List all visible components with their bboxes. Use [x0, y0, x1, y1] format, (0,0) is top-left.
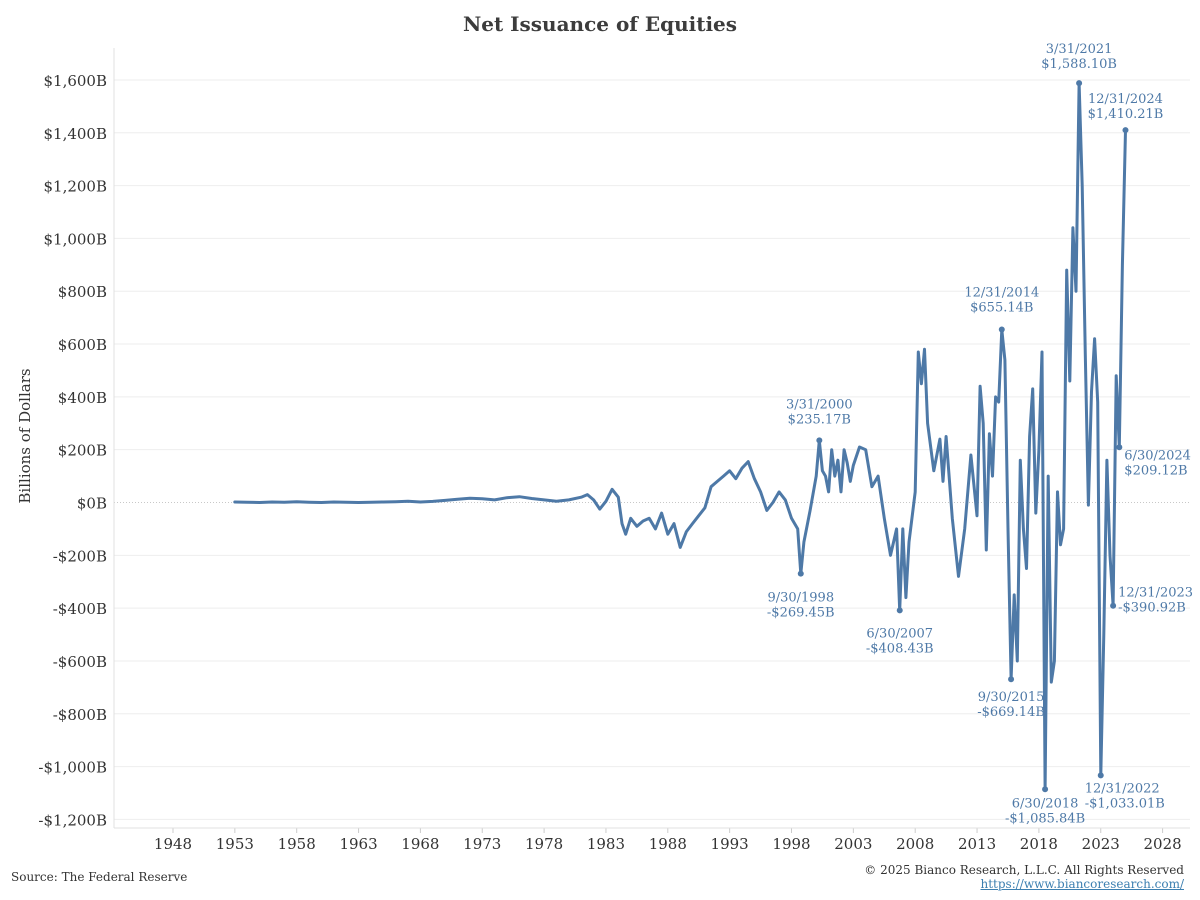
annotations: 9/30/1998-$269.45B 3/31/2000$235.17B 6/30/… — [767, 42, 1193, 826]
annotation-value: $209.12B — [1124, 463, 1187, 478]
gridlines — [114, 79, 1190, 820]
y-tick-label: $400B — [58, 389, 107, 407]
source-note: Source: The Federal Reserve — [11, 870, 188, 884]
annotation-date: 9/30/1998 — [767, 591, 834, 606]
y-tick-label: $0B — [77, 495, 107, 513]
annotation-value: $235.17B — [788, 412, 851, 427]
x-tick-label: 2023 — [1082, 835, 1120, 853]
y-tick-label: $1,000B — [43, 230, 107, 248]
annotation-value: -$269.45B — [767, 606, 835, 621]
y-tick-label: -$1,200B — [38, 811, 107, 829]
annotation-date: 3/31/2000 — [786, 397, 853, 412]
annotation-date: 6/30/2007 — [866, 626, 933, 641]
x-tick-label: 1963 — [339, 835, 377, 853]
copyright-note: © 2025 Bianco Research, L.L.C. All Right… — [864, 863, 1184, 877]
y-tick-label: -$200B — [53, 547, 107, 565]
annotation-date: 12/31/2022 — [1085, 781, 1160, 796]
annotation-marker — [1008, 676, 1015, 683]
y-tick-label: $1,600B — [43, 72, 107, 90]
x-tick-label: 1993 — [711, 835, 749, 853]
x-tick-label: 1958 — [278, 835, 316, 853]
x-tick-label: 1983 — [587, 835, 625, 853]
y-tick-label: -$600B — [53, 653, 107, 671]
annotation-marker — [1042, 786, 1049, 793]
annotation-date: 6/30/2024 — [1124, 448, 1191, 463]
x-tick-label: 1973 — [463, 835, 501, 853]
annotation-marker — [998, 326, 1005, 333]
y-tick-label: -$400B — [53, 600, 107, 618]
x-tick-label: 2003 — [834, 835, 872, 853]
annotation-marker — [797, 570, 804, 577]
x-tick-label: 1978 — [525, 835, 563, 853]
annotation-marker — [816, 437, 823, 444]
annotation-date: 12/31/2024 — [1088, 92, 1163, 107]
chart-title: Net Issuance of Equities — [462, 12, 738, 36]
annotation-marker — [1116, 444, 1123, 451]
y-tick-label: $600B — [58, 336, 107, 354]
annotation-value: -$408.43B — [866, 641, 934, 656]
x-tick-label: 2013 — [958, 835, 996, 853]
annotation-marker — [1097, 772, 1104, 779]
y-tick-label: $200B — [58, 442, 107, 460]
x-tick-label: 2018 — [1020, 835, 1058, 853]
annotation-date: 6/30/2018 — [1012, 796, 1079, 811]
x-tick-label: 1953 — [216, 835, 254, 853]
x-tick-label: 1968 — [401, 835, 439, 853]
annotation-value: -$1,085.84B — [1005, 811, 1085, 826]
annotation-marker — [1110, 602, 1117, 609]
y-axis-label: Billions of Dollars — [16, 368, 34, 503]
y-axis-ticks: $1,600B $1,400B $1,200B $1,000B $800B $600B $4… — [38, 72, 107, 829]
website-link[interactable]: https://www.biancoresearch.com/ — [980, 877, 1184, 891]
x-tick-label: 1988 — [649, 835, 687, 853]
y-tick-label: $800B — [58, 283, 107, 301]
plot-area — [114, 48, 1190, 828]
annotation-value: -$669.14B — [977, 705, 1045, 720]
series-line — [233, 81, 1127, 791]
x-tick-label: 2028 — [1144, 835, 1182, 853]
annotation-date: 12/31/2023 — [1118, 586, 1193, 601]
annotation-value: $1,588.10B — [1041, 57, 1117, 72]
annotation-date: 3/31/2021 — [1046, 42, 1113, 57]
annotation-value: -$1,033.01B — [1085, 796, 1165, 811]
annotation-marker — [896, 607, 903, 614]
annotation-date: 9/30/2015 — [978, 690, 1045, 705]
y-tick-label: -$800B — [53, 706, 107, 724]
x-axis-ticks: 1948 1953 1958 1963 1968 1973 1978 1983 1988 1993… — [154, 828, 1182, 853]
x-tick-label: 2008 — [896, 835, 934, 853]
annotation-marker — [1076, 80, 1083, 87]
annotation-value: $655.14B — [970, 300, 1033, 315]
annotation-marker — [1122, 127, 1129, 134]
x-tick-label: 1998 — [772, 835, 810, 853]
annotation-value: -$390.92B — [1118, 601, 1186, 616]
annotation-date: 12/31/2014 — [964, 285, 1039, 300]
y-tick-label: -$1,000B — [38, 759, 107, 777]
y-tick-label: $1,200B — [43, 178, 107, 196]
y-tick-label: $1,400B — [43, 125, 107, 143]
annotation-value: $1,410.21B — [1088, 107, 1164, 122]
x-tick-label: 1948 — [154, 835, 192, 853]
